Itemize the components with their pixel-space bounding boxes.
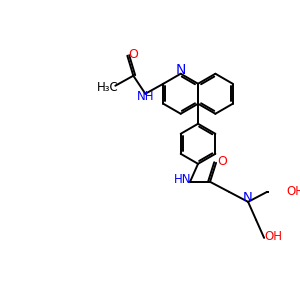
Text: OH: OH (264, 230, 282, 243)
Text: NH: NH (137, 90, 155, 103)
Text: O: O (217, 155, 227, 168)
Text: OH: OH (286, 185, 300, 198)
Text: H₃C: H₃C (97, 81, 119, 94)
Text: N: N (243, 191, 253, 204)
Text: O: O (128, 48, 138, 62)
Text: HN: HN (174, 173, 191, 186)
Text: N: N (176, 63, 186, 77)
